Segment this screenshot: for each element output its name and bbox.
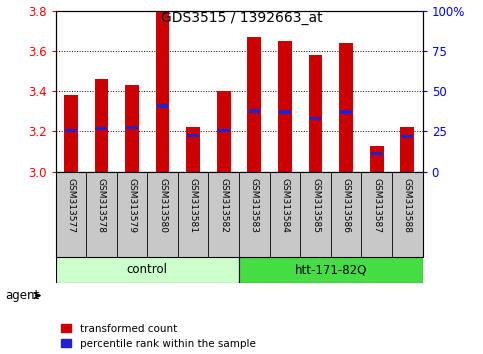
Bar [157, 104, 169, 108]
Bar [65, 129, 77, 132]
Bar [371, 152, 383, 155]
Bar [239, 257, 423, 283]
Bar [64, 95, 78, 172]
Text: GSM313582: GSM313582 [219, 178, 228, 233]
Text: GSM313583: GSM313583 [250, 178, 259, 234]
Bar [96, 127, 107, 130]
Text: GSM313577: GSM313577 [66, 178, 75, 234]
Bar [339, 43, 353, 172]
Bar [309, 55, 323, 172]
Text: GSM313578: GSM313578 [97, 178, 106, 234]
Text: GDS3515 / 1392663_at: GDS3515 / 1392663_at [161, 11, 322, 25]
Text: GSM313584: GSM313584 [281, 178, 289, 233]
Bar [186, 127, 200, 172]
Bar [156, 11, 170, 172]
Bar [341, 110, 352, 114]
Bar [247, 37, 261, 172]
Text: GSM313585: GSM313585 [311, 178, 320, 234]
Bar [249, 109, 260, 113]
Bar [370, 145, 384, 172]
Legend: transformed count, percentile rank within the sample: transformed count, percentile rank withi… [61, 324, 256, 349]
Text: GSM313579: GSM313579 [128, 178, 137, 234]
Text: GSM313588: GSM313588 [403, 178, 412, 234]
Text: GSM313587: GSM313587 [372, 178, 381, 234]
Bar [218, 129, 229, 132]
Text: agent: agent [5, 289, 39, 302]
Text: GSM313586: GSM313586 [341, 178, 351, 234]
Text: GSM313580: GSM313580 [158, 178, 167, 234]
Text: htt-171-82Q: htt-171-82Q [295, 263, 367, 276]
Bar [126, 126, 138, 129]
Bar [125, 85, 139, 172]
Text: GSM313581: GSM313581 [189, 178, 198, 234]
Bar [310, 116, 321, 120]
Bar [95, 79, 108, 172]
Text: control: control [127, 263, 168, 276]
Bar [278, 41, 292, 172]
Bar [401, 135, 413, 138]
Bar [400, 127, 414, 172]
Bar [56, 257, 239, 283]
Bar [217, 91, 231, 172]
Bar [187, 134, 199, 137]
Bar [279, 110, 291, 114]
